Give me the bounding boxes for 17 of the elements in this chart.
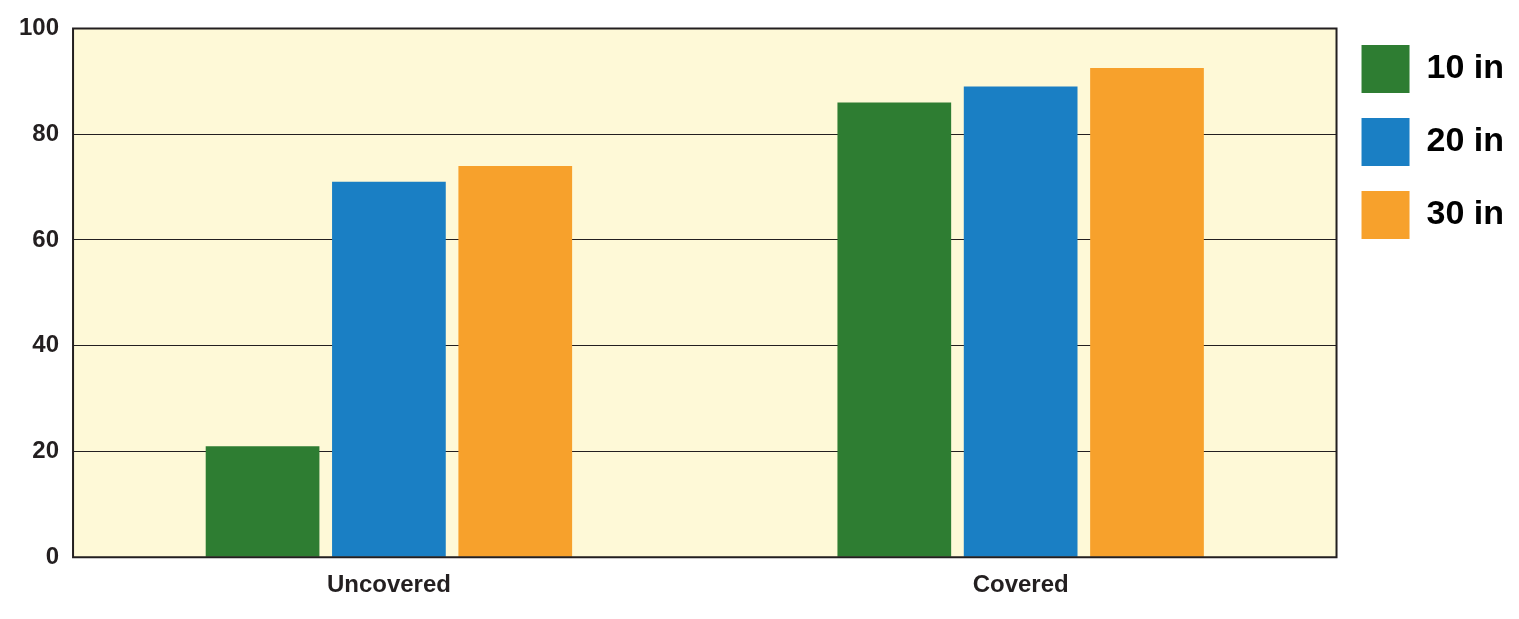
y-tick-label: 40 (32, 330, 60, 358)
legend-label: 30 in (1426, 193, 1504, 232)
bar (963, 86, 1078, 557)
x-tick-label: Covered (972, 570, 1069, 598)
y-tick-label: 20 (32, 436, 60, 464)
y-tick-label: 60 (32, 224, 60, 252)
bar (205, 446, 320, 557)
bar (837, 102, 952, 557)
y-tick-label: 80 (32, 118, 60, 146)
legend-label: 20 in (1426, 120, 1504, 159)
bar (458, 165, 573, 557)
y-tick-label: 0 (45, 541, 60, 569)
y-tick-label: 100 (19, 13, 60, 41)
legend-label: 10 in (1426, 47, 1504, 86)
bar (332, 181, 446, 557)
x-tick-label: Uncovered (326, 570, 451, 598)
bar (1090, 68, 1204, 557)
